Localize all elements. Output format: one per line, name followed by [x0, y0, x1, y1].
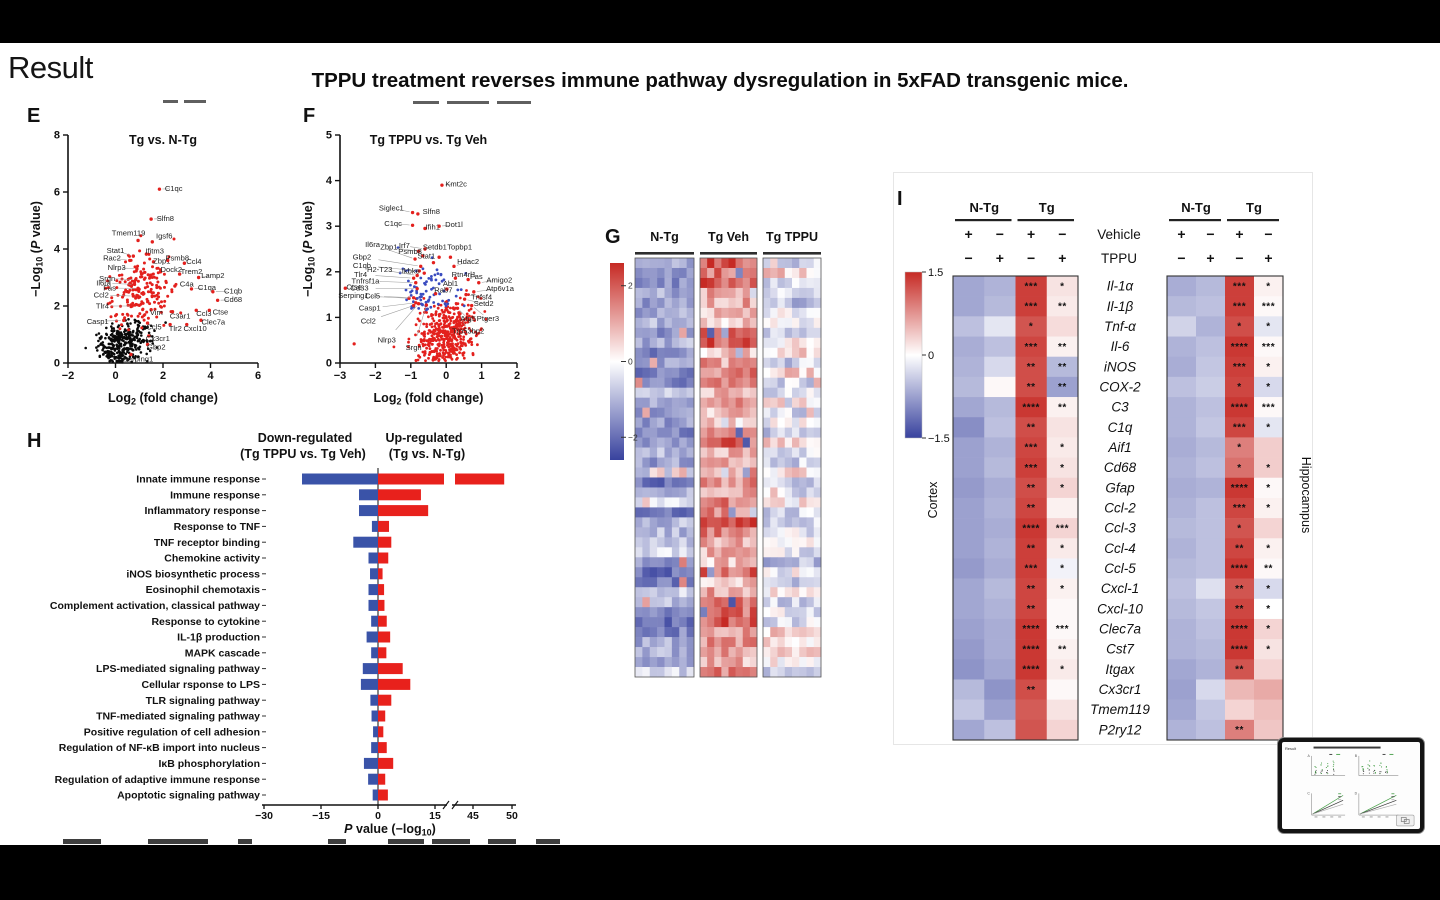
mini-x-tick-label	[1330, 816, 1334, 818]
mini-scatter-point	[1379, 773, 1381, 775]
slide-title: TPPU treatment reverses immune pathway d…	[311, 69, 1129, 92]
mini-panel-letter: B	[1355, 754, 1358, 758]
mini-scatter-point	[1362, 766, 1364, 768]
mini-scatter-point	[1326, 770, 1328, 772]
mini-legend-dash	[1391, 796, 1395, 798]
mini-button-bg	[1396, 814, 1415, 827]
slide-preview-miniature[interactable]: Result A B C D	[1282, 742, 1420, 829]
mini-legend-dash	[1389, 753, 1394, 755]
mini-scatter-point	[1386, 772, 1388, 774]
mini-trend-line	[1359, 803, 1397, 815]
mini-scatter-point	[1320, 770, 1322, 772]
mini-scatter-point	[1362, 773, 1364, 775]
mini-scatter-point	[1333, 769, 1335, 771]
mini-scatter-point	[1385, 771, 1386, 773]
mini-scatter-point	[1373, 772, 1375, 774]
mini-scatter-point	[1386, 770, 1388, 772]
mini-title-bar	[1313, 746, 1381, 749]
mini-x-tick-label	[1322, 816, 1326, 818]
mini-scatter-point	[1362, 770, 1364, 772]
slide-canvas	[0, 43, 1440, 845]
slide-preview-window[interactable]: Result A B C D	[1277, 737, 1425, 834]
mini-trend-line	[1312, 799, 1344, 815]
mini-scatter-point	[1321, 770, 1323, 772]
mini-legend-dash	[1391, 793, 1395, 795]
mini-scatter-point	[1380, 762, 1382, 764]
mini-scatter-point	[1320, 764, 1322, 766]
mini-legend-dash	[1391, 799, 1395, 801]
mini-scatter-point	[1332, 760, 1334, 762]
mini-scatter-point	[1373, 765, 1375, 767]
mini-panel-letter: D	[1355, 791, 1358, 795]
mini-scatter-point	[1333, 768, 1335, 770]
mini-scatter-point	[1367, 767, 1369, 769]
mini-panel-letter: A	[1307, 754, 1310, 758]
mini-scatter-point	[1379, 764, 1381, 766]
mini-scatter-point	[1320, 762, 1323, 764]
mini-scatter-point	[1315, 769, 1317, 771]
mini-scatter-point	[1326, 765, 1329, 767]
mini-scatter-point	[1374, 772, 1376, 774]
mini-scatter-point	[1332, 765, 1334, 767]
mini-scatter-point	[1385, 766, 1387, 768]
mini-legend-dash	[1338, 793, 1342, 795]
mini-scatter-point	[1373, 770, 1375, 772]
mini-x-tick-label	[1385, 816, 1389, 818]
mini-legend-dash	[1338, 796, 1342, 798]
mini-scatter-point	[1362, 769, 1364, 771]
mini-legend-dash	[1382, 753, 1386, 755]
mini-trend-line	[1312, 795, 1344, 815]
mini-scatter-point	[1325, 767, 1327, 769]
mini-scatter-point	[1314, 773, 1316, 775]
mini-x-tick-label	[1314, 816, 1318, 818]
mini-x-tick-label	[1361, 816, 1365, 818]
mini-x-tick-label	[1338, 816, 1342, 818]
mini-scatter-point	[1320, 772, 1322, 774]
mini-scatter-point	[1368, 769, 1370, 771]
mini-scatter-point	[1327, 763, 1329, 765]
mini-scatter-point	[1380, 771, 1382, 773]
mini-scatter-point	[1333, 764, 1335, 766]
mini-scatter-point	[1373, 769, 1375, 771]
mini-scatter-point	[1315, 771, 1317, 773]
mini-scatter-point	[1315, 766, 1317, 769]
mini-button-icon	[1403, 819, 1410, 824]
mini-scatter-point	[1367, 764, 1369, 766]
mini-trend-line	[1312, 803, 1344, 815]
mini-expand-button[interactable]	[1396, 814, 1415, 827]
mini-scatter-point	[1333, 762, 1335, 764]
mini-scatter-point	[1333, 773, 1335, 775]
mini-x-tick-label	[1369, 816, 1373, 818]
mini-legend-dash	[1329, 753, 1333, 755]
mini-x-tick-label	[1377, 816, 1381, 818]
mini-scatter-point	[1333, 770, 1335, 772]
slide-preview-graphic: Result A B C D	[1285, 746, 1415, 827]
mini-panel-letter: C	[1307, 791, 1310, 795]
mini-trend-line	[1359, 795, 1397, 815]
mini-scatter-point	[1321, 769, 1323, 771]
mini-scatter-point	[1386, 769, 1388, 771]
mini-scatter-point	[1320, 772, 1323, 775]
mini-scatter-point	[1385, 770, 1387, 772]
mini-legend-dash	[1338, 799, 1342, 801]
mini-scatter-point	[1381, 766, 1383, 768]
mini-scatter-point	[1369, 765, 1371, 767]
mini-legend-dash	[1336, 753, 1341, 755]
mini-scatter-point	[1362, 768, 1364, 770]
mini-scatter-point	[1369, 760, 1371, 762]
mini-scatter-point	[1326, 771, 1328, 773]
mini-scatter-point	[1327, 773, 1329, 775]
mini-scatter-point	[1314, 766, 1316, 768]
mini-trend-line	[1359, 799, 1397, 815]
mini-scatter-point	[1368, 772, 1370, 774]
mini-result-label: Result	[1285, 746, 1297, 751]
result-section-label: Result	[8, 50, 93, 85]
mini-scatter-point	[1379, 771, 1381, 773]
